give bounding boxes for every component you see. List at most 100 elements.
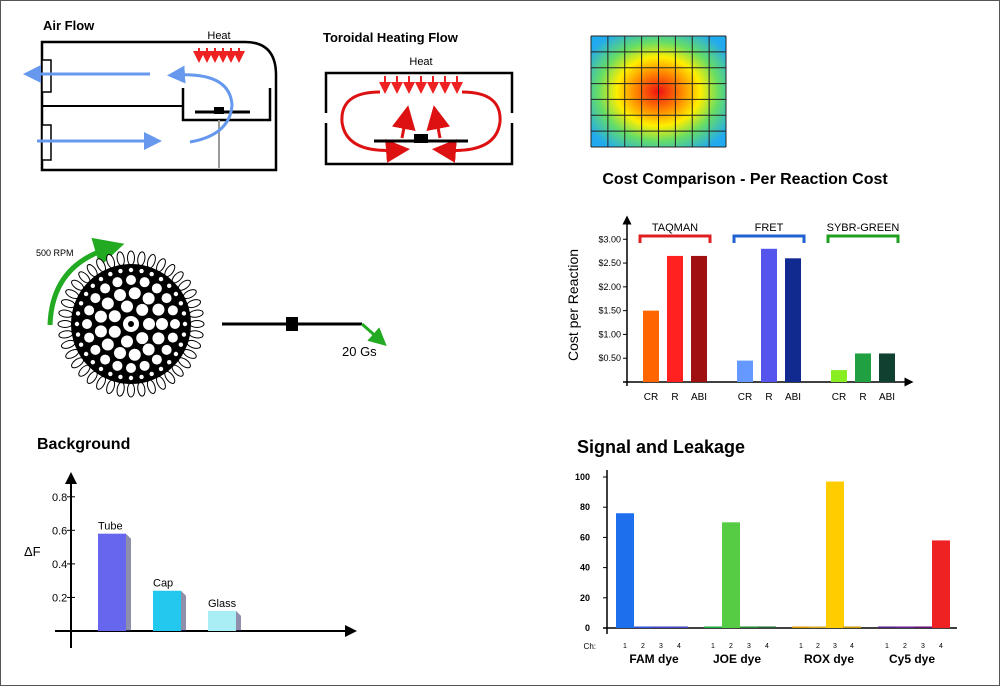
group-label: TAQMAN: [652, 222, 698, 234]
cost-bar: [737, 360, 753, 382]
tube-well: [83, 291, 89, 297]
category-label: R: [859, 392, 866, 403]
signal-chart: Signal and Leakage Ch: 0 20 40 60 80 100 1 2 3 4 F…: [575, 437, 957, 666]
tube-well: [75, 332, 81, 337]
cost-chart: Cost Comparison - Per Reaction Cost Cost…: [565, 171, 914, 403]
group-label: SYBR-GREEN: [827, 222, 900, 234]
y-tick-label: $2.00: [598, 282, 621, 292]
signal-bar: [758, 626, 776, 628]
tube-well: [118, 268, 123, 274]
tube-petal: [116, 251, 125, 267]
signal-bar: [704, 626, 722, 628]
y-tick-label: 0.2: [52, 592, 67, 604]
tube-well: [136, 303, 149, 316]
tube-well: [90, 344, 101, 355]
g-force-label: 20 Gs: [342, 344, 377, 359]
air-flow-title: Air Flow: [43, 18, 95, 33]
tube-well: [158, 366, 164, 372]
y-tick-label: 80: [580, 502, 590, 512]
tube-well: [100, 354, 111, 365]
tube-well: [94, 325, 107, 338]
tube-petal: [127, 250, 135, 266]
group-bracket: [732, 234, 806, 243]
cost-chart-title: Cost Comparison - Per Reaction Cost: [602, 171, 888, 188]
tube-well: [128, 375, 134, 381]
tube-petal: [188, 330, 204, 339]
signal-bar: [670, 626, 688, 628]
signal-bar: [896, 626, 914, 628]
tube-well: [83, 351, 89, 357]
y-tick-label: 0.6: [52, 525, 67, 537]
tube-well: [166, 283, 172, 289]
toroidal-chamber: [324, 71, 514, 166]
category-label: R: [765, 392, 772, 403]
tube-well: [126, 275, 136, 285]
vent-top: [41, 59, 52, 93]
tube-well: [139, 277, 150, 288]
tube-well: [139, 374, 144, 380]
heat-map: [590, 35, 727, 148]
background-bar: [153, 590, 181, 631]
toroidal-heat-label: Heat: [409, 56, 432, 68]
tube-well: [156, 318, 168, 330]
bar-side: [236, 610, 241, 631]
tube-well: [173, 291, 179, 297]
tube-well: [84, 332, 95, 343]
y-tick-label: $2.50: [598, 258, 621, 268]
y-tick-label: 0.4: [52, 559, 67, 571]
signal-bar: [809, 626, 827, 628]
channel-label: 1: [623, 643, 627, 650]
channel-label: 4: [850, 643, 854, 650]
tube-well: [112, 360, 123, 371]
y-tick-label: 100: [575, 472, 590, 482]
dye-label: ROX dye: [804, 652, 854, 666]
background-chart-ylabel: ΔF: [24, 544, 41, 559]
signal-bar: [722, 522, 740, 628]
tube-well: [100, 283, 111, 294]
channel-label: 4: [765, 643, 769, 650]
y-tick-label: 20: [580, 593, 590, 603]
tube-well: [178, 301, 184, 306]
y-tick-label: 0: [585, 623, 590, 633]
y-tick-label: $1.50: [598, 306, 621, 316]
tube-well: [167, 305, 178, 316]
signal-bar: [932, 540, 950, 628]
toroidal-diagram: Toroidal Heating Flow Heat: [323, 30, 514, 166]
dye-label: JOE dye: [713, 652, 761, 666]
category-label: CR: [738, 392, 752, 403]
cost-bar: [879, 353, 895, 382]
tube-well: [114, 289, 127, 302]
tube-well: [152, 303, 165, 316]
heat-map-grid: [590, 35, 727, 148]
y-tick-label: $0.50: [598, 353, 621, 363]
cost-bar: [643, 310, 659, 382]
cost-chart-ylabel: Cost per Reaction: [565, 249, 581, 361]
tube-well: [114, 346, 127, 359]
rotor-chamber: [181, 88, 272, 122]
tube-well: [82, 319, 92, 329]
dye-label: Cy5 dye: [889, 652, 935, 666]
tube-well: [94, 310, 107, 323]
tube-well: [182, 321, 188, 327]
tube-well: [78, 301, 84, 306]
tube-well: [142, 292, 155, 305]
tube-well: [108, 325, 121, 338]
tube-well: [74, 321, 80, 327]
signal-bar: [843, 626, 861, 628]
category-label: ABI: [785, 392, 801, 403]
signal-bar: [914, 626, 932, 628]
cost-bar: [691, 255, 707, 382]
rpm-label: 500 RPM: [36, 248, 74, 258]
channel-label: 1: [799, 643, 803, 650]
tube-well: [181, 332, 187, 337]
tube-well: [181, 311, 187, 316]
toroidal-title: Toroidal Heating Flow: [323, 30, 459, 45]
tube-well: [178, 342, 184, 347]
channel-label: 2: [816, 643, 820, 650]
tube-petal: [58, 309, 74, 318]
tube-well: [98, 276, 104, 282]
tube-well: [126, 363, 136, 373]
signal-bar: [826, 481, 844, 628]
